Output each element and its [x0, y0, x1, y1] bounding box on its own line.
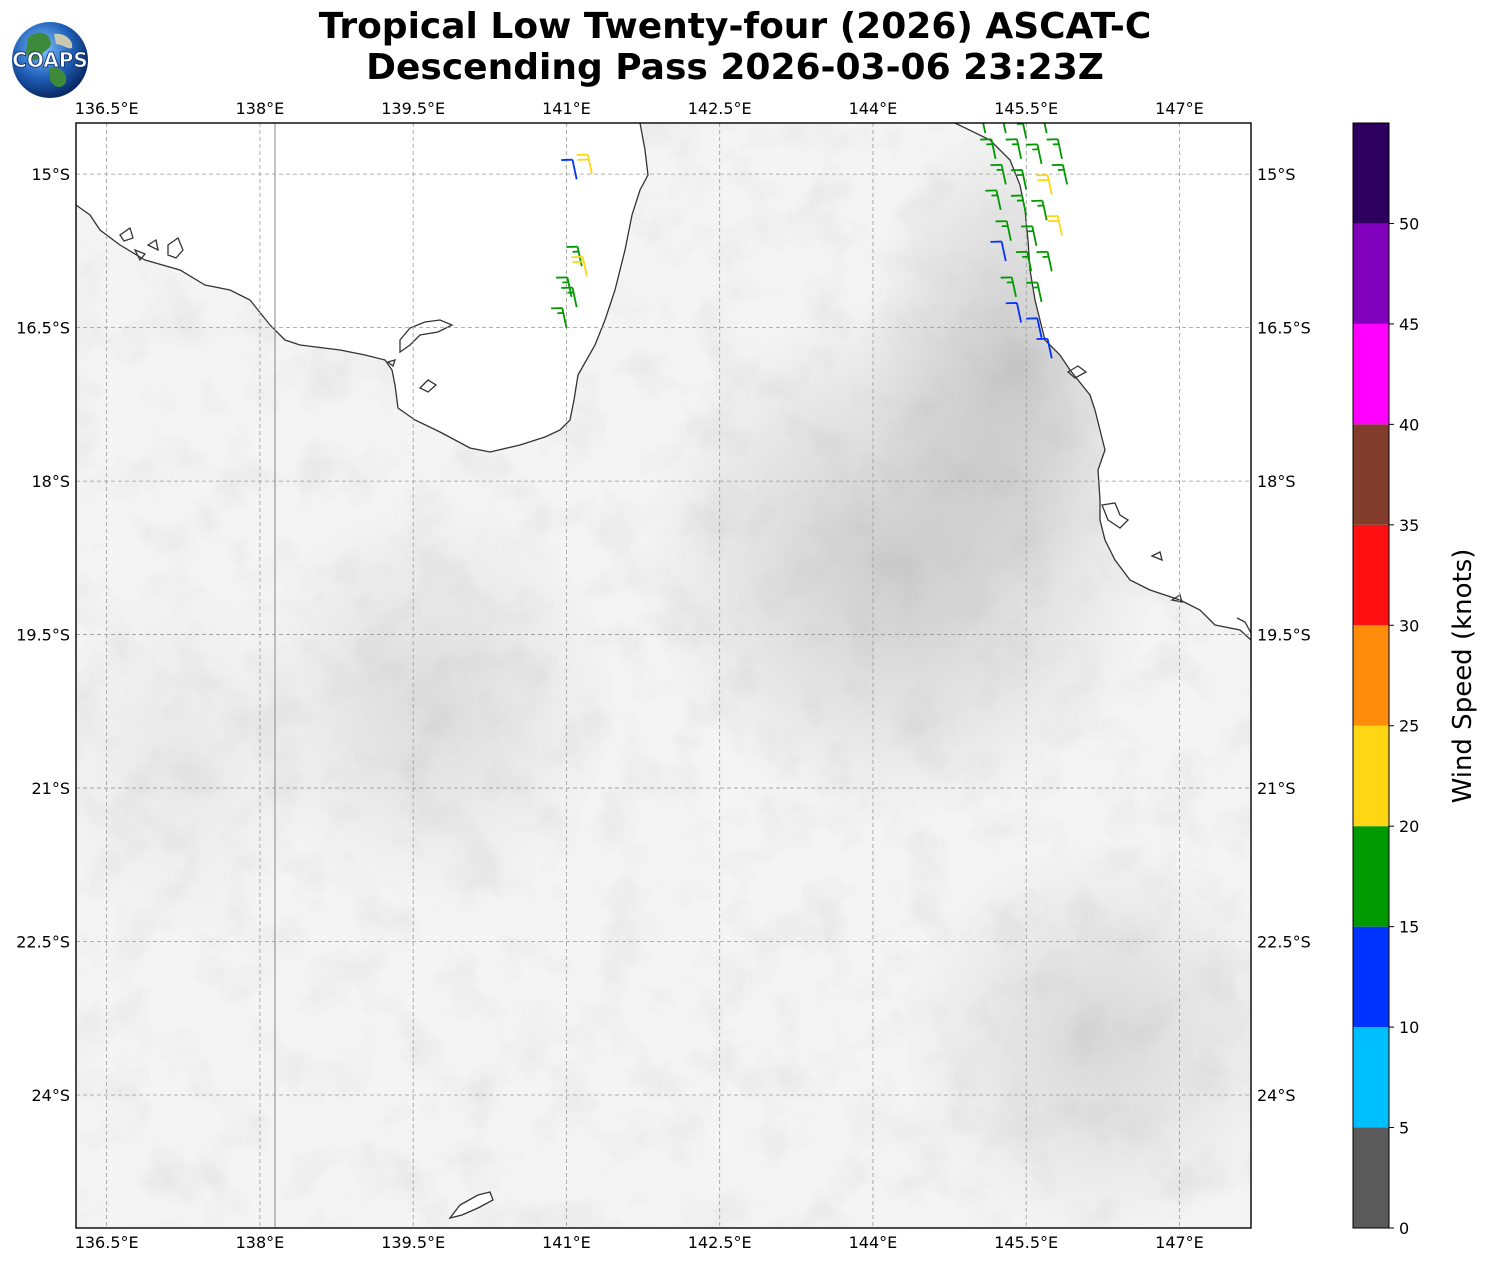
colorbar [1352, 122, 1390, 1229]
colorbar-tick-label: 20 [1399, 817, 1419, 836]
wind-barb [1015, 250, 1033, 272]
colorbar-bin [1353, 424, 1389, 525]
colorbar-tick-labels: 0 5 10 15 20 25 30 35 40 45 50 [1389, 214, 1419, 1238]
lon-label-top: 147°E [1155, 99, 1204, 118]
wind-barb [1010, 194, 1028, 216]
lat-label-left: 24°S [31, 1086, 70, 1105]
wind-barb [1036, 250, 1053, 272]
colorbar-tick-label: 40 [1399, 415, 1419, 434]
lat-label-right: 16.5°S [1257, 319, 1311, 338]
lon-label-bottom: 136.5°E [75, 1233, 139, 1252]
title-line-1: Tropical Low Twenty-four (2026) ASCAT-C [318, 6, 1152, 47]
wind-barb [990, 163, 1007, 185]
colorbar-bin [1353, 926, 1389, 1028]
lon-label-bottom: 141°E [542, 1233, 591, 1252]
colorbar-tick-label: 30 [1399, 616, 1419, 635]
lon-label-top: 141°E [542, 99, 591, 118]
lon-label-bottom: 139.5°E [381, 1233, 445, 1252]
coastline [76, 123, 1251, 1220]
wind-barb [1016, 123, 1028, 139]
chart-title: Tropical Low Twenty-four (2026) ASCAT-C … [140, 6, 1330, 88]
lat-label-left: 16.5°S [16, 319, 70, 338]
colorbar-bin [1353, 625, 1389, 726]
lat-label-right: 22.5°S [1257, 933, 1311, 952]
colorbar-title: Wind Speed (knots) [1448, 549, 1478, 804]
wind-barb [1021, 225, 1038, 246]
lon-label-bottom: 147°E [1155, 1233, 1204, 1252]
lat-label-right: 15°S [1257, 165, 1296, 184]
lat-label-right: 21°S [1257, 779, 1296, 798]
lon-label-top: 144°E [849, 99, 898, 118]
wind-barb [561, 158, 578, 180]
lon-label-top: 139.5°E [381, 99, 445, 118]
lat-label-left: 21°S [31, 779, 70, 798]
lon-label-top: 145.5°E [994, 99, 1058, 118]
gulf-of-carpentaria-water [76, 123, 648, 452]
wind-barb [1046, 138, 1063, 159]
wind-barbs [551, 123, 1068, 359]
colorbar-bin [1353, 123, 1389, 224]
gridlines [76, 123, 1251, 1228]
wind-barb [980, 138, 997, 159]
colorbar-frame [1352, 122, 1390, 1229]
wind-barb [1046, 215, 1063, 236]
lat-label-right: 19.5°S [1257, 626, 1311, 645]
lat-label-right: 18°S [1257, 472, 1296, 491]
bass-island [450, 1192, 493, 1218]
colorbar-tick-label: 0 [1399, 1219, 1409, 1238]
wind-barb [561, 286, 578, 308]
wind-barb [985, 189, 1002, 211]
lat-label-left: 22.5°S [16, 933, 70, 952]
wind-barb [995, 220, 1012, 241]
lon-label-top: 142.5°E [688, 99, 752, 118]
colorbar-bin [1353, 524, 1389, 626]
lat-label-left: 18°S [31, 472, 70, 491]
colorbar-bin [1353, 223, 1389, 324]
wind-barb [576, 153, 593, 175]
title-line-2: Descending Pass 2026-03-06 23:23Z [366, 47, 1104, 88]
colorbar-bin [1353, 1127, 1389, 1228]
colorbar-bin [1353, 826, 1389, 927]
map-frame [75, 122, 1252, 1229]
wind-barb [1010, 169, 1028, 190]
logo-text: COAPS [12, 48, 88, 72]
colorbar-tick-label: 35 [1399, 516, 1419, 535]
lon-label-top: 136.5°E [75, 99, 139, 118]
wind-barb [1000, 276, 1017, 298]
colorbar-bin [1353, 725, 1389, 827]
coaps-logo-icon: COAPS [12, 22, 88, 98]
lon-label-bottom: 145.5°E [994, 1233, 1058, 1252]
wind-barb [1031, 199, 1048, 221]
colorbar-tick-label: 25 [1399, 717, 1419, 736]
lon-label-bottom: 138°E [236, 1233, 285, 1252]
colorbar-bin [1353, 323, 1389, 425]
lon-label-bottom: 144°E [849, 1233, 898, 1252]
colorbar-tick-label: 15 [1399, 918, 1419, 937]
satellite-imagery [76, 123, 1251, 1228]
lon-label-bottom: 142.5°E [688, 1233, 752, 1252]
wind-barb [551, 307, 568, 328]
colorbar-tick-label: 5 [1399, 1119, 1409, 1138]
wind-barb [990, 240, 1007, 262]
wind-barb [1026, 317, 1043, 339]
colorbar-bin [1353, 1027, 1389, 1128]
colorbar-tick-label: 50 [1399, 214, 1419, 233]
lon-label-top: 138°E [236, 99, 285, 118]
lat-label-left: 19.5°S [16, 626, 70, 645]
lat-label-left: 15°S [31, 165, 70, 184]
colorbar-tick-label: 10 [1399, 1018, 1419, 1037]
wind-barb [1026, 143, 1043, 165]
wind-barb [1051, 163, 1068, 185]
latitude-labels: 15°S 15°S 16.5°S 16.5°S 18°S 18°S 19.5°S 19.5°S… [16, 165, 1311, 1105]
wind-barb [571, 256, 588, 277]
wind-barb [1036, 174, 1053, 195]
lat-label-right: 24°S [1257, 1086, 1296, 1105]
wind-barb [1026, 281, 1043, 303]
longitude-labels: 136.5°E 136.5°E 138°E 138°E 139.5°E 139.5°E 14… [75, 99, 1204, 1252]
wind-barb [1005, 302, 1022, 323]
colorbar-tick-label: 45 [1399, 315, 1419, 334]
wind-barb [1036, 337, 1053, 359]
wind-barb [1005, 138, 1022, 159]
